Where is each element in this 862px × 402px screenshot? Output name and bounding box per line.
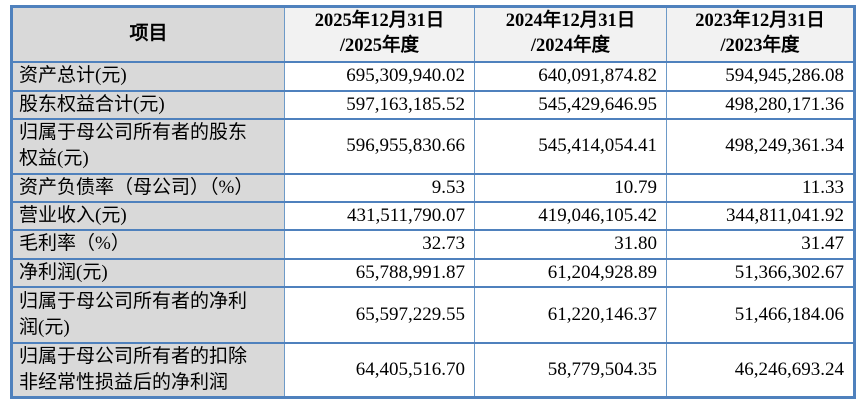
column-header-item: 项目 [11, 5, 285, 63]
column-header-2023: 2023年12月31日 /2023年度 [666, 5, 855, 63]
row-label: 归属于母公司所有者的净利 润(元) [11, 285, 285, 344]
value-2024: 61,220,146.37 [474, 285, 667, 344]
table-row-parent-net-profit-excl-nonrecurring: 归属于母公司所有者的扣除 非经常性损益后的净利润 64,405,516.70 5… [11, 341, 855, 399]
value-2023: 11.33 [666, 172, 855, 203]
column-header-2025: 2025年12月31日 /2025年度 [284, 5, 475, 63]
value-2023: 498,280,171.36 [666, 89, 855, 120]
row-label: 资产总计(元) [11, 60, 285, 92]
column-header-2024: 2024年12月31日 /2024年度 [474, 5, 667, 63]
value-2024: 61,204,928.89 [474, 257, 667, 288]
table-row-total-assets: 资产总计(元) 695,309,940.02 640,091,874.82 59… [11, 60, 855, 92]
value-2025: 695,309,940.02 [284, 60, 475, 92]
header-row: 项目 2025年12月31日 /2025年度 2024年12月31日 /2024… [11, 5, 855, 63]
value-2025: 9.53 [284, 172, 475, 203]
table-row-net-profit: 净利润(元) 65,788,991.87 61,204,928.89 51,36… [11, 257, 855, 288]
table-row-debt-ratio: 资产负债率（母公司）（%） 9.53 10.79 11.33 [11, 172, 855, 203]
value-2023: 498,249,361.34 [666, 117, 855, 175]
table-row-gross-margin: 毛利率（%） 32.73 31.80 31.47 [11, 228, 855, 260]
financial-summary-table: 项目 2025年12月31日 /2025年度 2024年12月31日 /2024… [10, 5, 856, 399]
value-2025: 597,163,185.52 [284, 89, 475, 120]
value-2023: 594,945,286.08 [666, 60, 855, 92]
table-row-parent-equity: 归属于母公司所有者的股东 权益(元) 596,955,830.66 545,41… [11, 117, 855, 175]
row-label: 营业收入(元) [11, 200, 285, 231]
row-label: 归属于母公司所有者的股东 权益(元) [11, 117, 285, 175]
value-2025: 65,597,229.55 [284, 285, 475, 344]
value-2024: 58,779,504.35 [474, 341, 667, 399]
table-row-parent-net-profit: 归属于母公司所有者的净利 润(元) 65,597,229.55 61,220,1… [11, 285, 855, 344]
row-label: 毛利率（%） [11, 228, 285, 260]
value-2023: 46,246,693.24 [666, 341, 855, 399]
value-2024: 419,046,105.42 [474, 200, 667, 231]
value-2025: 32.73 [284, 228, 475, 260]
row-label: 归属于母公司所有者的扣除 非经常性损益后的净利润 [11, 341, 285, 399]
value-2024: 545,429,646.95 [474, 89, 667, 120]
value-2023: 51,366,302.67 [666, 257, 855, 288]
table-row-total-equity: 股东权益合计(元) 597,163,185.52 545,429,646.95 … [11, 89, 855, 120]
value-2025: 431,511,790.07 [284, 200, 475, 231]
value-2024: 10.79 [474, 172, 667, 203]
value-2025: 64,405,516.70 [284, 341, 475, 399]
row-label: 净利润(元) [11, 257, 285, 288]
row-label: 资产负债率（母公司）（%） [11, 172, 285, 203]
value-2023: 344,811,041.92 [666, 200, 855, 231]
table-body: 资产总计(元) 695,309,940.02 640,091,874.82 59… [11, 60, 855, 399]
table-header: 项目 2025年12月31日 /2025年度 2024年12月31日 /2024… [11, 5, 855, 63]
row-label: 股东权益合计(元) [11, 89, 285, 120]
value-2024: 545,414,054.41 [474, 117, 667, 175]
value-2025: 65,788,991.87 [284, 257, 475, 288]
value-2024: 640,091,874.82 [474, 60, 667, 92]
value-2023: 51,466,184.06 [666, 285, 855, 344]
table-row-revenue: 营业收入(元) 431,511,790.07 419,046,105.42 34… [11, 200, 855, 231]
value-2025: 596,955,830.66 [284, 117, 475, 175]
value-2023: 31.47 [666, 228, 855, 260]
value-2024: 31.80 [474, 228, 667, 260]
